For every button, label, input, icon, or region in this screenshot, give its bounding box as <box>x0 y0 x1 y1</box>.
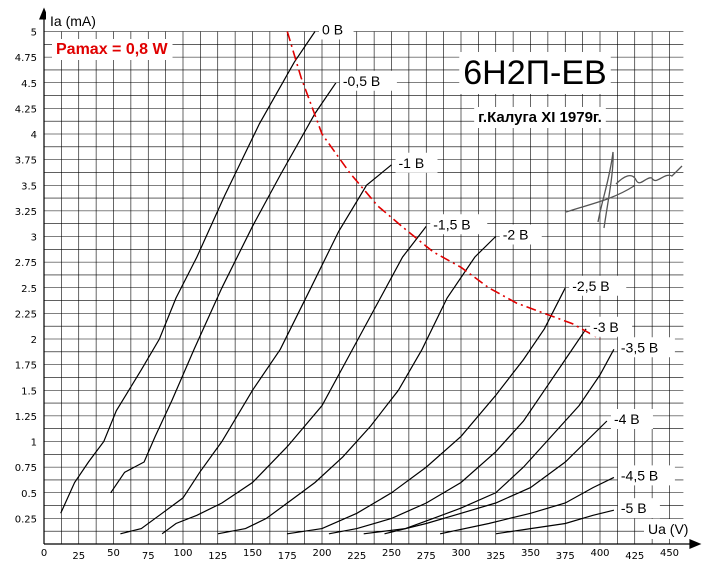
y-tick-label: 1.75 <box>15 361 37 372</box>
curve-label-bg <box>617 498 660 519</box>
curve-6 <box>328 328 587 535</box>
x-tick-label: 275 <box>417 551 436 562</box>
curve-label: -1,5 В <box>433 216 470 232</box>
x-tick-label: 450 <box>660 548 679 559</box>
y-tick-label: 5 <box>31 28 37 39</box>
curve-label-bg <box>617 465 675 486</box>
curve-label-bg <box>395 152 438 173</box>
x-tick-labels: 0 25 50 75 100 125 150 175 200 225 250 275 300 325 350… <box>41 548 679 562</box>
chart-subtitle-bg <box>474 107 606 128</box>
x-tick-label: 250 <box>382 548 401 559</box>
x-tick-label: 400 <box>590 548 609 559</box>
y-tick-label: 2.25 <box>15 309 37 320</box>
x-tick-label: 300 <box>451 548 470 559</box>
x-tick-label: 50 <box>107 548 120 559</box>
y-tick-label: 3.25 <box>15 207 37 218</box>
curve-label: -5 В <box>621 500 647 516</box>
y-tick-label: 0.5 <box>21 489 37 500</box>
curve-10 <box>495 509 615 535</box>
curve-0 <box>60 31 316 514</box>
x-axis-label: Ua (V) <box>648 521 688 537</box>
curve-label: -3,5 В <box>621 339 658 355</box>
signature-mark <box>565 151 683 229</box>
curve-label-bg <box>339 70 397 91</box>
curve-label: 0 В <box>322 22 343 38</box>
y-tick-label: 4.25 <box>15 104 37 115</box>
x-tick-label: 25 <box>72 551 85 562</box>
curve-label: -3 В <box>593 319 619 335</box>
y-tick-label: 4 <box>31 130 37 141</box>
curve-5 <box>287 287 566 535</box>
curve-9 <box>439 476 615 535</box>
y-tick-label: 3.75 <box>15 156 37 167</box>
y-tick-label: 4.5 <box>21 79 37 90</box>
curve-label: -2 В <box>503 227 529 243</box>
x-tick-label: 425 <box>625 551 644 562</box>
y-axis-label-bg <box>46 11 100 31</box>
x-tick-label: 200 <box>312 548 331 559</box>
curve-labels: 0 В -0,5 В -1 В -1,5 В -2 В -2,5 В -3 В-3,5 В -… <box>319 19 675 519</box>
y-tick-label: 2.75 <box>15 258 37 269</box>
curve-label: -0,5 В <box>343 73 380 89</box>
curve-7 <box>363 349 615 535</box>
x-axis-arrow <box>689 539 702 549</box>
y-tick-label: 0.75 <box>15 463 37 474</box>
y-axis-label: Ia (mA) <box>50 13 96 29</box>
y-tick-label: 1.25 <box>15 412 37 423</box>
curve-8 <box>384 420 608 535</box>
y-tick-label: 3 <box>31 233 37 244</box>
y-tick-label: 1.5 <box>21 386 37 397</box>
chart-title: 6Н2П-ЕВ <box>463 54 607 92</box>
curve-label: -4,5 В <box>621 467 658 483</box>
curve-label-bg <box>610 409 653 429</box>
curve-label-bg <box>590 316 633 337</box>
curve-label-bg <box>617 337 675 358</box>
curve-4 <box>217 236 497 535</box>
curve-label-bg <box>499 224 542 245</box>
y-tick-label: 2 <box>31 335 37 346</box>
chart-title-bg <box>459 52 611 94</box>
x-tick-label: 100 <box>173 548 192 559</box>
y-tick-label: 0.25 <box>15 514 37 525</box>
curve-label-bg <box>430 214 488 235</box>
x-tick-label: 350 <box>521 548 540 559</box>
curve-label: -1 В <box>399 155 425 171</box>
x-tick-label: 150 <box>243 548 262 559</box>
pmax-curve <box>286 31 601 340</box>
x-tick-label: 225 <box>347 551 366 562</box>
x-tick-label: 325 <box>486 551 505 562</box>
pmax-annotation-bg <box>52 39 173 60</box>
chart-subtitle: г.Калуга XI 1979г. <box>478 109 602 126</box>
y-tick-label: 1 <box>31 438 37 449</box>
x-tick-label: 75 <box>142 551 155 562</box>
x-tick-label: 0 <box>41 548 47 559</box>
curve-label-bg <box>569 275 627 296</box>
y-tick-label: 4.75 <box>15 53 37 64</box>
x-axis-label-bg <box>644 519 693 539</box>
x-tick-label: 375 <box>556 551 575 562</box>
curve-label-bg <box>319 19 354 40</box>
x-tick-label: 175 <box>278 551 297 562</box>
characteristic-curves <box>60 31 615 535</box>
curve-3 <box>161 225 427 535</box>
x-tick-label: 125 <box>208 551 227 562</box>
curve-1 <box>110 82 337 494</box>
pmax-annotation: Pamax = 0,8 W <box>56 41 169 58</box>
curve-2 <box>120 164 392 535</box>
y-tick-label: 3.5 <box>21 181 37 192</box>
y-tick-labels: 0.25 0.5 0.75 1 1.25 1.5 1.75 2 2.25 2.5 2.75 3 3.25… <box>15 28 37 526</box>
curve-label: -4 В <box>614 411 640 427</box>
curve-label: -2,5 В <box>572 278 609 294</box>
y-tick-label: 2.5 <box>21 284 37 295</box>
